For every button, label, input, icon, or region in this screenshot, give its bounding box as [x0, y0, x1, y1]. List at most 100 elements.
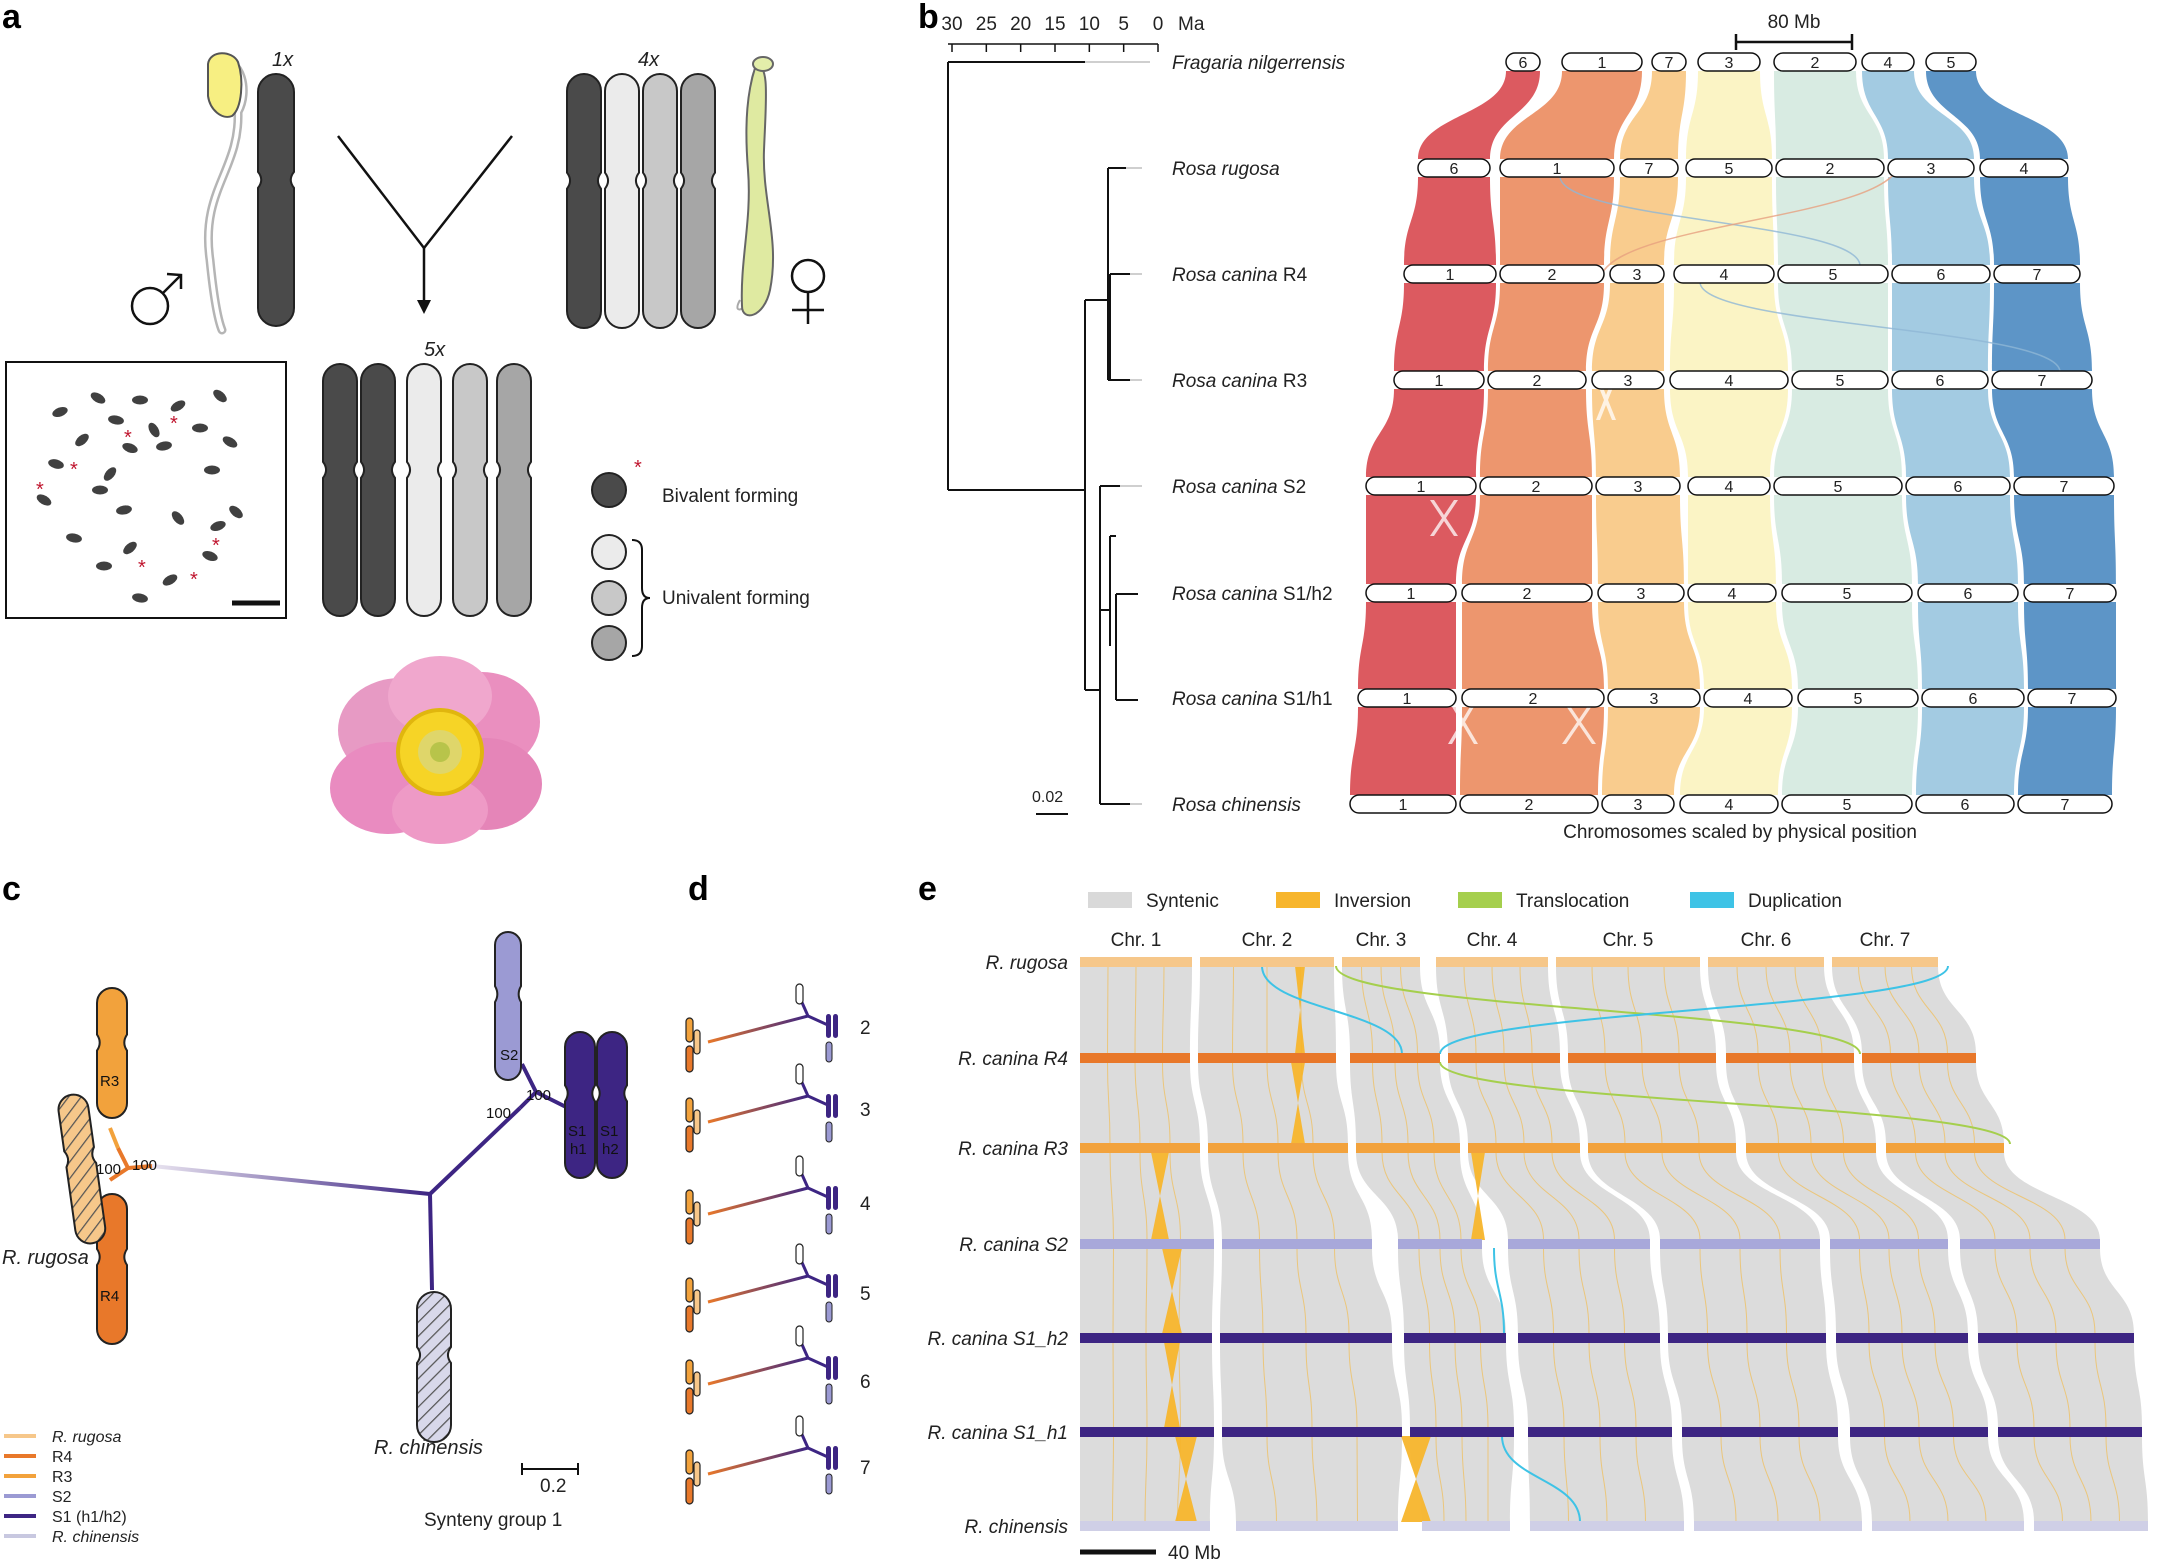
chromosome-bar — [1528, 1427, 1672, 1437]
chromosome-pill — [1609, 264, 1665, 284]
mini-tree: 4 — [685, 1155, 871, 1245]
inversion — [1162, 1248, 1182, 1334]
chromosome-number: 3 — [1927, 161, 1936, 178]
chromosome-header: Chr. 4 — [1467, 930, 1518, 951]
synteny-ribbon — [1688, 495, 1776, 584]
synteny-ribbon — [2018, 707, 2116, 795]
legend-label: S1 (h1/h2) — [52, 1509, 127, 1526]
chromosome-number: 7 — [2038, 373, 2047, 390]
syntenic-block — [1862, 1062, 2004, 1144]
chromosome-bar — [1518, 1333, 1660, 1343]
synteny-ribbon — [1670, 283, 1788, 371]
chromosome-number: 2 — [1525, 797, 1534, 814]
haploid-chromosome — [257, 73, 295, 327]
synteny-group-number: 2 — [860, 1018, 871, 1039]
legend-bivalent: Bivalent forming — [662, 486, 798, 507]
bivalent-marker: * — [190, 569, 198, 591]
chromosome-pill — [1861, 52, 1915, 72]
chromosome-pill — [1781, 583, 1913, 603]
genome-labels: R. rugosa R. canina R4 R. canina R3 R. cani… — [928, 953, 1069, 1538]
chromosome-pill — [1349, 794, 1457, 814]
legend-label: R3 — [52, 1469, 73, 1486]
genome-label: R. canina S2 — [959, 1235, 1068, 1256]
phylogenetic-tree — [947, 61, 1150, 805]
syntenic-block — [1960, 1248, 2134, 1334]
legend-label: Duplication — [1748, 891, 1842, 912]
pistil — [740, 65, 775, 317]
chromosome-number: 3 — [1634, 479, 1643, 496]
chromosome-s1-h1 — [564, 1031, 596, 1179]
synteny-ribbon — [1462, 602, 1604, 689]
chromosome-bar — [2034, 1521, 2148, 1531]
genome-label: R. chinensis — [965, 1517, 1069, 1538]
chromosome-header: Chr. 1 — [1111, 930, 1162, 951]
chromosome-number: 5 — [1829, 267, 1838, 284]
synteny-ribbon — [1366, 389, 1484, 477]
chromosome-bar — [1080, 1521, 1210, 1531]
tree-scale-label: 0.02 — [1032, 789, 1063, 806]
pentaploid-chromosome — [452, 363, 488, 617]
legend-label: Syntenic — [1146, 891, 1219, 912]
synteny-ribbon — [1394, 283, 1496, 371]
chromosome-header: Chr. 5 — [1603, 930, 1654, 951]
genome-label: R. canina S1_h1 — [928, 1423, 1069, 1444]
chromosome-number: 7 — [2060, 479, 2069, 496]
syntenic-block — [1832, 966, 1976, 1054]
synteny-ribbon — [1926, 71, 2068, 159]
chromosome-number: 5 — [1725, 161, 1734, 178]
legend-bivalent-swatch — [591, 472, 627, 508]
chromosome-number: 2 — [1811, 55, 1820, 72]
duplication — [1439, 965, 1949, 1055]
inversion — [1401, 1436, 1431, 1522]
chromosome-bar — [1746, 1143, 1876, 1153]
chromosome-number: 4 — [1728, 586, 1737, 603]
syntenic-block — [1528, 1436, 1684, 1522]
synteny-ribbon — [1782, 602, 1918, 689]
chromosome-pill — [1479, 476, 1593, 496]
synteny-ribbon — [1980, 177, 2080, 265]
chromosome-number: 1 — [1407, 586, 1416, 603]
species-label: Rosa canina S1/h1 — [1172, 689, 1333, 710]
synteny-ribbon — [1916, 707, 2024, 795]
chromosome-number: 1 — [1435, 373, 1444, 390]
chromosome-bar — [1568, 1053, 1716, 1063]
bootstrap-100: 100 — [96, 1161, 121, 1178]
chromosome-chinensis — [416, 1291, 452, 1443]
chromosome-number: 7 — [1645, 161, 1654, 178]
synteny-ribbon — [1862, 71, 1974, 159]
chromosome-bar — [1726, 1053, 1854, 1063]
chromosome-headers: Chr. 1 Chr. 2 Chr. 3 Chr. 4 Chr. 5 Chr. 6 Chr.… — [1111, 930, 1911, 951]
svg-text:h1: h1 — [570, 1141, 587, 1158]
species-label: Rosa rugosa — [1172, 159, 1280, 180]
syntenic-block — [1886, 1152, 2100, 1240]
chromosome-bar — [1862, 1053, 1976, 1063]
synteny-ribbon — [1404, 177, 1496, 265]
chromosome-bar — [1694, 1521, 1862, 1531]
chromosome-rows: 6 1 7 3 2 4 5 6 1 7 5 2 3 4 1 2 3 4 5 6 7 1 2 3 4 5 6 7 1 2 3 4 5 6 7 1 2 3 4 5… — [1349, 52, 2117, 814]
chromosome-bar — [1832, 957, 1938, 967]
taxon-rugosa-label: R. rugosa — [2, 1247, 89, 1269]
panel-letter-c: c — [2, 870, 21, 908]
synteny-ribbon — [1500, 177, 1614, 265]
chromosome-number: 2 — [1523, 586, 1532, 603]
chromosome-pill — [1993, 264, 2081, 284]
tetraploid-chromosome — [642, 73, 678, 329]
synteny-ribbon — [1592, 389, 1680, 477]
synteny-group-number: 7 — [860, 1458, 871, 1479]
chromosome-number: 1 — [1553, 161, 1562, 178]
chrom-label-r3: R3 — [100, 1073, 119, 1090]
pollen-grain — [207, 52, 243, 118]
pentaploid-chromosome — [496, 363, 532, 617]
syntenic-block — [1220, 1342, 1402, 1428]
ploidy-5x: 5x — [424, 339, 446, 361]
chromosome-pill — [1891, 370, 1989, 390]
synteny-ribbon — [1670, 389, 1788, 477]
synteny-ribbon — [2024, 602, 2116, 689]
taxon-chinensis-label: R. chinensis — [374, 1437, 483, 1459]
chromosome-spread-image: * * * * * * * — [36, 389, 243, 603]
synteny-ribbon — [1598, 602, 1700, 689]
male-symbol — [130, 272, 183, 326]
genome-bars — [1080, 957, 2148, 1531]
pentaploid-chromosome — [322, 363, 358, 617]
